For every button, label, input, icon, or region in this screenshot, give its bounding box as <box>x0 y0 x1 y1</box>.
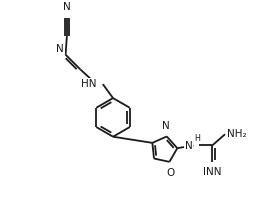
Text: N: N <box>57 44 64 54</box>
Text: N: N <box>63 2 71 12</box>
Text: HN: HN <box>81 79 96 89</box>
Text: O: O <box>166 168 174 178</box>
Text: NH₂: NH₂ <box>227 129 247 139</box>
Text: N: N <box>185 141 193 151</box>
Text: H: H <box>194 134 200 143</box>
Text: N: N <box>162 121 170 130</box>
Text: INN: INN <box>204 167 222 177</box>
